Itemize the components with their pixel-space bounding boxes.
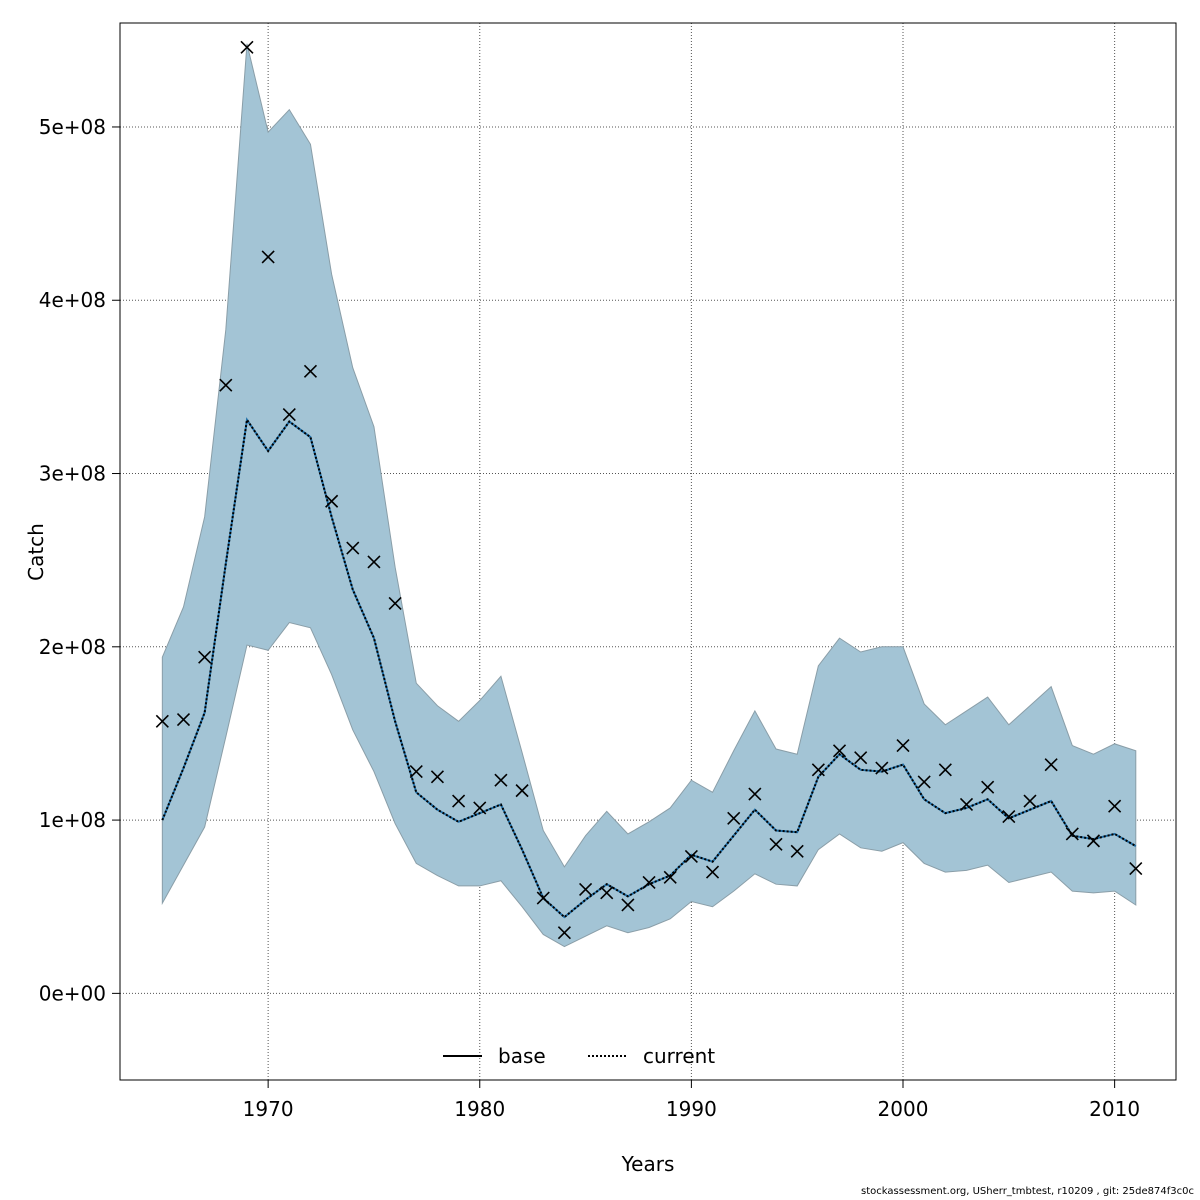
y-axis-label: Catch	[24, 523, 48, 581]
observed-point	[325, 494, 339, 508]
observed-catch-markers	[155, 40, 1143, 940]
observed-point	[536, 891, 550, 905]
observed-point	[1044, 758, 1058, 772]
observed-point	[854, 751, 868, 765]
grid-lines	[120, 23, 1176, 1080]
legend-current-label: current	[643, 1044, 715, 1068]
observed-point	[346, 541, 360, 555]
current-series-line-dots	[161, 417, 1137, 919]
observed-point	[1023, 794, 1037, 808]
observed-point	[600, 886, 614, 900]
y-tick-label: 3e+08	[39, 462, 106, 486]
observed-point	[1108, 799, 1122, 813]
observed-point	[452, 794, 466, 808]
observed-point	[727, 811, 741, 825]
observed-point	[1086, 834, 1101, 848]
observed-point	[790, 844, 804, 858]
x-tick-label: 1980	[454, 1097, 505, 1121]
plot-frame	[119, 22, 1177, 1081]
x-tick-label: 2000	[878, 1097, 929, 1121]
observed-point	[1065, 827, 1079, 841]
x-tick-label: 1970	[243, 1097, 294, 1121]
observed-point	[621, 898, 635, 912]
observed-point	[705, 865, 720, 879]
observed-point	[663, 870, 677, 884]
x-axis-label: Years	[621, 1152, 675, 1176]
x-tick-label: 2010	[1089, 1097, 1140, 1121]
x-tick-label: 1990	[666, 1097, 717, 1121]
observed-point	[219, 378, 233, 392]
footer-note: stockassessment.org, USherr_tmbtest, r10…	[861, 1186, 1194, 1197]
observed-point	[579, 882, 593, 896]
y-tick-label: 0e+00	[39, 981, 106, 1005]
y-tick-label: 2e+08	[39, 635, 106, 659]
observed-point	[515, 784, 529, 798]
observed-point	[240, 40, 254, 54]
observed-point	[282, 408, 296, 422]
y-axis: 0e+00 1e+08 2e+08 3e+08 4e+08 5e+08	[39, 115, 120, 1005]
observed-point	[642, 875, 656, 890]
legend-base-label: base	[498, 1044, 546, 1068]
observed-point	[198, 650, 212, 664]
observed-point	[896, 739, 910, 753]
observed-point	[832, 744, 847, 758]
confidence-band	[161, 43, 1137, 948]
observed-point	[409, 764, 423, 779]
observed-point	[367, 555, 381, 569]
observed-point	[557, 926, 571, 940]
observed-point	[430, 770, 445, 784]
observed-point	[748, 787, 762, 801]
observed-point	[875, 761, 889, 775]
observed-point	[938, 763, 952, 777]
observed-point	[473, 801, 487, 815]
observed-point	[155, 714, 169, 728]
legend: base current	[443, 1044, 715, 1068]
observed-point	[684, 849, 698, 864]
x-axis: 1970 1980 1990 2000 2010	[243, 1080, 1140, 1121]
observed-point	[176, 713, 191, 727]
observed-point	[981, 780, 995, 794]
observed-point	[1129, 862, 1143, 876]
observed-point	[811, 763, 825, 777]
observed-point	[303, 364, 318, 378]
observed-point	[769, 837, 783, 851]
observed-point	[959, 797, 974, 812]
observed-point	[494, 773, 508, 787]
observed-point	[1002, 810, 1016, 824]
observed-point	[917, 775, 931, 789]
observed-point	[261, 250, 275, 264]
y-tick-label: 5e+08	[39, 115, 106, 139]
y-tick-label: 1e+08	[39, 808, 106, 832]
observed-point	[388, 596, 402, 611]
y-tick-label: 4e+08	[39, 288, 106, 312]
